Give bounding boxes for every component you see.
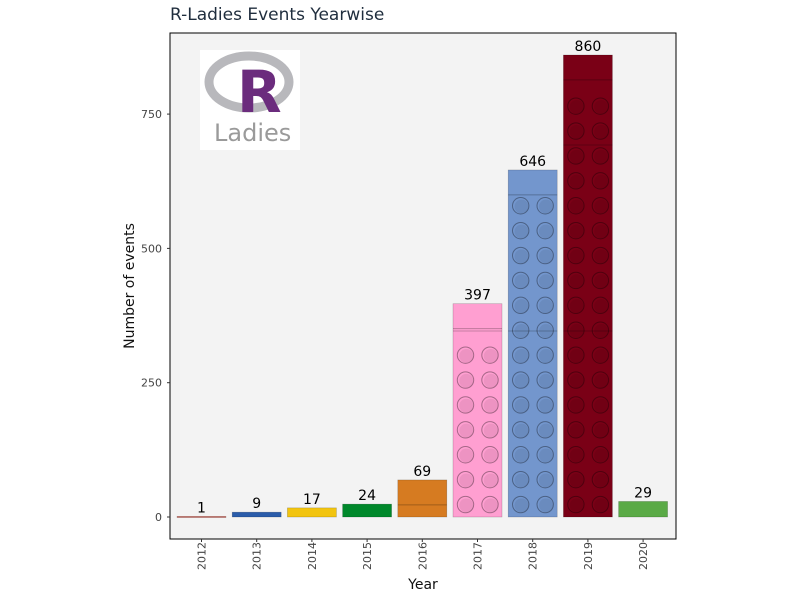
data-label-2019: 860 (575, 39, 602, 55)
x-tick-label-2012: 2012 (196, 542, 209, 570)
data-label-2015: 24 (358, 488, 376, 504)
x-tick-label-2013: 2013 (251, 542, 264, 570)
bar-2016 (397, 479, 448, 518)
data-label-2012: 1 (197, 500, 206, 516)
data-label-2018: 646 (519, 154, 546, 170)
bars-group (176, 54, 668, 518)
bar-2013 (231, 511, 282, 518)
bar-2015 (342, 503, 392, 518)
data-label-2014: 17 (303, 492, 321, 508)
x-tick-label-2016: 2016 (416, 542, 429, 570)
chart-title: R-Ladies Events Yearwise (170, 5, 384, 25)
y-tick-label-250: 250 (141, 377, 162, 390)
data-label-2017: 397 (464, 288, 491, 304)
x-tick-label-2017: 2017 (472, 542, 485, 570)
bar-2012 (176, 516, 227, 518)
data-label-2016: 69 (413, 464, 431, 480)
x-tick-label-2020: 2020 (637, 542, 650, 570)
x-tick-label-2015: 2015 (361, 542, 374, 570)
logo-r-letter: R (237, 58, 282, 126)
x-axis-title: Year (407, 577, 438, 593)
data-label-2013: 9 (252, 496, 261, 512)
ticks-group: 2012 2013 2014 2015 2016 2017 2018 2019 2020 0 250… (141, 108, 650, 570)
r-ladies-logo: R Ladies (200, 50, 300, 150)
bar-2017 (452, 303, 503, 518)
y-axis-title: Number of events (122, 223, 138, 349)
bar-2019 (563, 54, 613, 518)
y-tick-label-750: 750 (141, 108, 162, 121)
y-tick-label-500: 500 (141, 242, 162, 255)
bar-2020 (618, 501, 668, 518)
bar-2014 (287, 507, 337, 518)
data-label-2020: 29 (634, 485, 652, 501)
x-tick-label-2014: 2014 (306, 542, 319, 570)
bar-2018 (507, 169, 558, 518)
y-tick-label-0: 0 (155, 511, 162, 524)
x-tick-label-2019: 2019 (582, 542, 595, 570)
data-labels-group: 1 9 17 24 69 397 646 860 29 (197, 39, 652, 516)
logo-ladies-text: Ladies (214, 119, 291, 147)
x-tick-label-2018: 2018 (527, 542, 540, 570)
